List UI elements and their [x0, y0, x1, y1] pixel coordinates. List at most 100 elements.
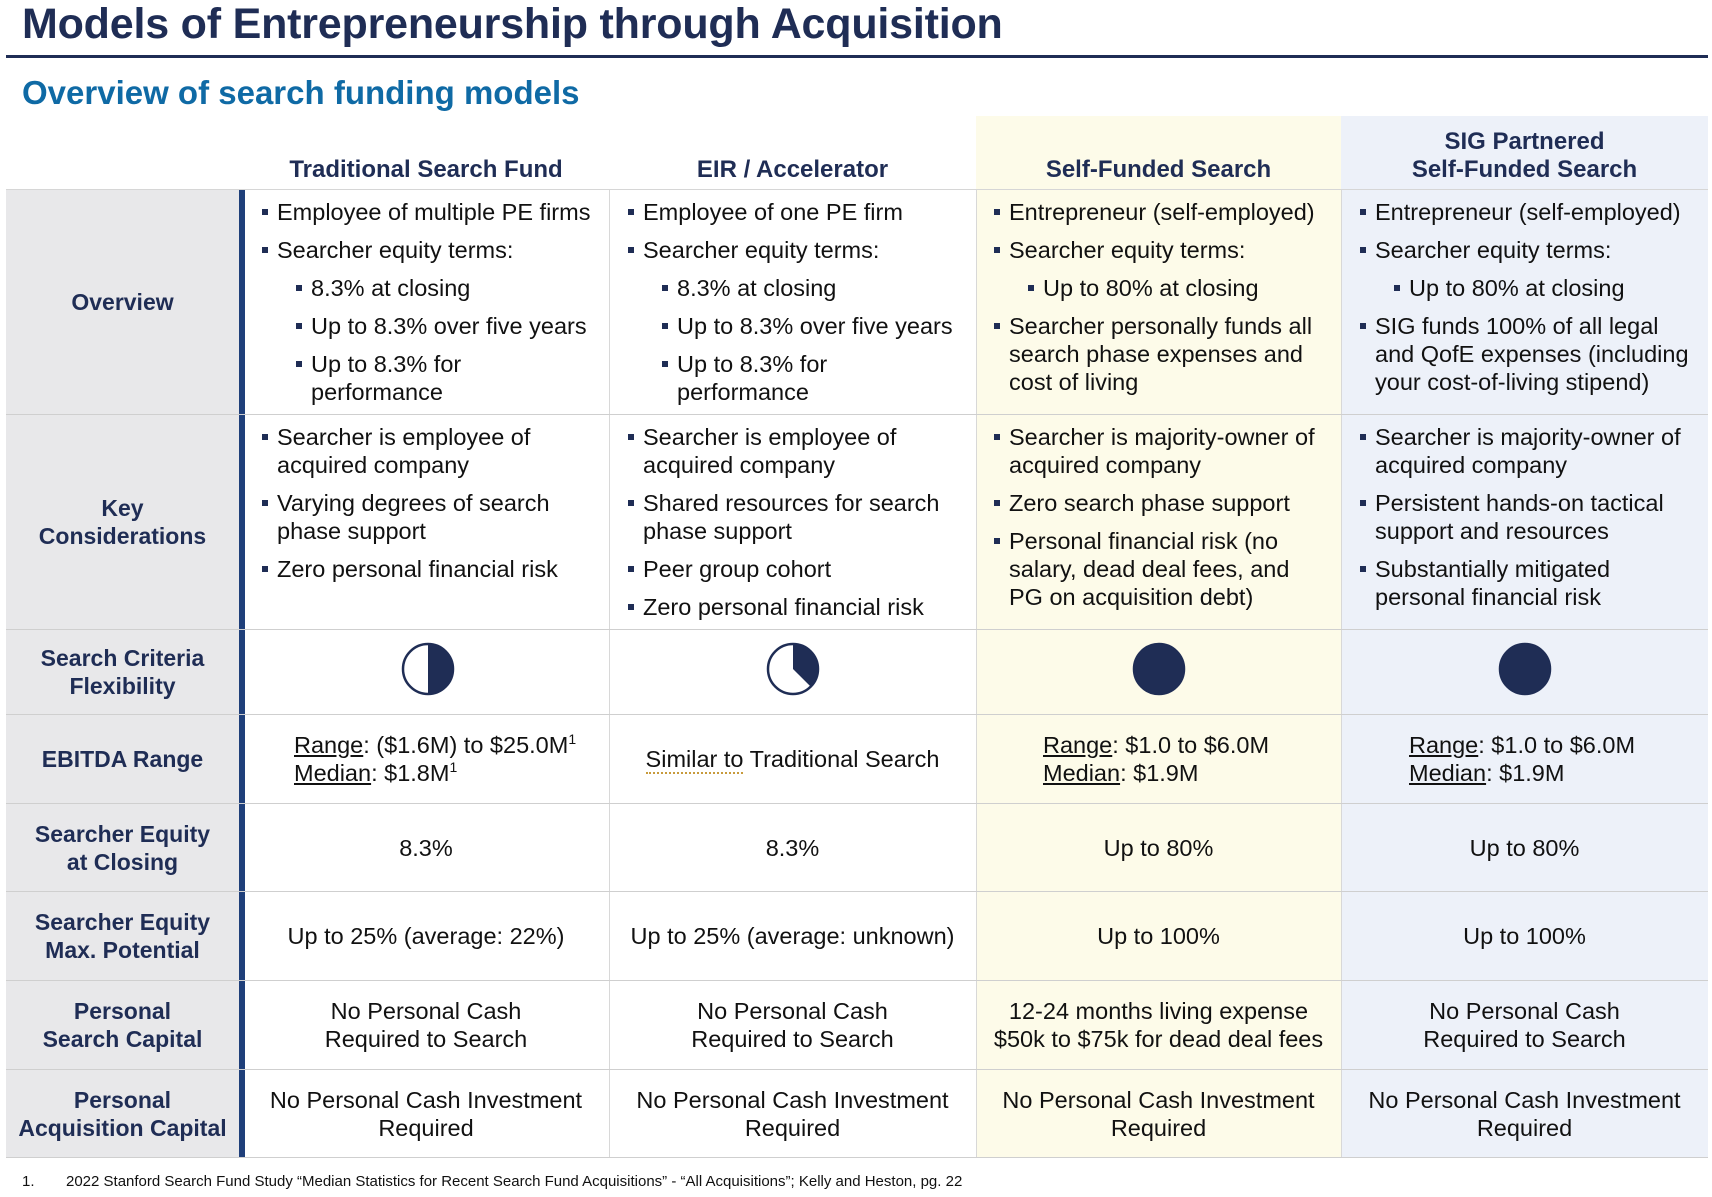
bullet-item: Entrepreneur (self-employed)	[1357, 198, 1705, 226]
acquisition-capital-cell-traditional: No Personal Cash Investment Required	[269, 1086, 583, 1141]
bullet-item: Zero search phase support	[991, 489, 1333, 517]
indicator-fill	[1500, 644, 1550, 694]
row-label-equity-max-potential: Searcher Equity Max. Potential	[34, 909, 211, 963]
ebitda-range-value: : ($1.6M) to $25.0M	[363, 732, 569, 758]
ebitda-range-value: : $1.0 to $6.0M	[1478, 732, 1636, 758]
bullet-item: Zero personal financial risk	[259, 555, 607, 583]
page-title: Models of Entrepreneurship through Acqui…	[22, 0, 1003, 48]
bullet-item: Searcher equity terms:	[259, 236, 605, 264]
acquisition-capital-cell-self-funded: No Personal Cash Investment Required	[1002, 1086, 1315, 1141]
self-funded-column-bg	[976, 116, 1341, 1158]
bullet-item: Searcher equity terms:	[1357, 236, 1705, 264]
row-divider	[6, 1069, 1708, 1070]
bullet-item: Searcher is majority-owner of acquired c…	[1357, 423, 1703, 479]
ebitda-median-value: : $1.8M	[371, 760, 450, 786]
bullet-item: Searcher equity terms:	[625, 236, 973, 264]
page-subtitle: Overview of search funding models	[22, 74, 580, 111]
equity-closing-cell-sig: Up to 80%	[1469, 834, 1580, 861]
row-label-column	[6, 190, 242, 1158]
search-capital-cell-self-funded: 12-24 months living expense $50k to $75k…	[993, 998, 1324, 1052]
overview-cell-self-funded: Entrepreneur (self-employed) Searcher eq…	[991, 198, 1337, 406]
column-header-sig: SIG Partnered Self-Funded Search	[1411, 128, 1638, 183]
bullet-item: Persistent hands-on tactical support and…	[1357, 489, 1675, 545]
ebitda-cell-self-funded: Range: $1.0 to $6.0M Median: $1.9M	[1043, 715, 1333, 803]
row-label-personal-search-capital: Personal Search Capital	[42, 998, 203, 1052]
bullet-item: Substantially mitigated personal financi…	[1357, 555, 1655, 611]
footnote-number: 1.	[22, 1173, 35, 1190]
table-bottom-rule	[6, 1157, 1708, 1158]
row-label-overview: Overview	[71, 289, 174, 315]
key-considerations-cell-self-funded: Searcher is majority-owner of acquired c…	[991, 423, 1333, 621]
column-divider	[609, 190, 610, 1158]
bullet-item: Searcher equity terms:	[991, 236, 1337, 264]
indicator-fill	[428, 644, 453, 694]
overview-cell-sig: Entrepreneur (self-employed) Searcher eq…	[1357, 198, 1705, 406]
ebitda-range-label: Range	[1043, 732, 1113, 758]
ebitda-median-value: : $1.9M	[1486, 760, 1565, 786]
bullet-item: Shared resources for search phase suppor…	[625, 489, 945, 545]
equity-max-cell-eir: Up to 25% (average: unknown)	[630, 923, 955, 949]
equity-max-cell-sig: Up to 100%	[1463, 923, 1586, 949]
ebitda-median-label: Median	[294, 760, 372, 786]
sub-bullet-item: Up to 8.3% for performance	[259, 350, 511, 406]
column-header-eir: EIR / Accelerator	[696, 156, 889, 183]
indicator-fill	[793, 644, 819, 687]
footnote-text: 2022 Stanford Search Fund Study “Median …	[66, 1173, 963, 1190]
bullet-item: Peer group cohort	[625, 555, 945, 583]
ebitda-cell-traditional: Range: ($1.6M) to $25.0M1 Median: $1.8M1	[294, 715, 604, 803]
row-label-accent-bar	[239, 190, 245, 1158]
row-divider	[6, 891, 1708, 892]
row-divider	[6, 414, 1708, 415]
bullet-item: SIG funds 100% of all legal and QofE exp…	[1357, 312, 1700, 396]
flexibility-indicator-eir	[766, 642, 820, 696]
equity-max-cell-traditional: Up to 25% (average: 22%)	[287, 923, 565, 949]
ebitda-range-label: Range	[294, 732, 364, 758]
search-capital-cell-traditional: No Personal Cash Required to Search	[324, 998, 528, 1052]
column-divider	[976, 190, 977, 1158]
bullet-item: Searcher is employee of acquired company	[259, 423, 559, 479]
ebitda-range-label: Range	[1409, 732, 1479, 758]
bullet-item: Employee of one PE firm	[625, 198, 973, 226]
row-label-personal-acquisition-capital: Personal Acquisition Capital	[18, 1086, 227, 1141]
acquisition-capital-cell-sig: No Personal Cash Investment Required	[1368, 1086, 1681, 1141]
column-header-traditional: Traditional Search Fund	[289, 156, 563, 183]
key-considerations-cell-eir: Searcher is employee of acquired company…	[625, 423, 945, 631]
indicator-fill	[1134, 644, 1184, 694]
bullet-item: Searcher is majority-owner of acquired c…	[991, 423, 1333, 479]
sub-bullet-item: Up to 8.3% over five years	[625, 312, 973, 340]
flexibility-indicator-traditional	[401, 642, 455, 696]
bullet-item: Zero personal financial risk	[625, 593, 945, 621]
flexibility-indicator-self-funded	[1132, 642, 1186, 696]
bullet-item: Varying degrees of search phase support	[259, 489, 559, 545]
ebitda-similar-rest: Traditional Search	[743, 746, 940, 772]
equity-closing-cell-traditional: 8.3%	[399, 834, 453, 861]
search-capital-cell-eir: No Personal Cash Required to Search	[691, 998, 894, 1052]
ebitda-range-value: : $1.0 to $6.0M	[1112, 732, 1270, 758]
sub-bullet-item: Up to 80% at closing	[1357, 274, 1705, 302]
row-label-search-criteria-flexibility: Search Criteria Flexibility	[40, 645, 205, 699]
ebitda-cell-sig: Range: $1.0 to $6.0M Median: $1.9M	[1409, 715, 1699, 803]
sub-bullet-item: Up to 8.3% over five years	[259, 312, 605, 340]
ebitda-similar-to: Similar to	[645, 746, 744, 774]
search-capital-cell-sig: No Personal Cash Required to Search	[1423, 998, 1626, 1052]
overview-cell-traditional: Employee of multiple PE firms Searcher e…	[259, 198, 605, 416]
title-divider	[6, 55, 1708, 58]
sub-bullet-item: 8.3% at closing	[259, 274, 605, 302]
equity-closing-cell-eir: 8.3%	[765, 834, 820, 861]
bullet-item: Employee of multiple PE firms	[259, 198, 605, 226]
footnote: 1. 2022 Stanford Search Fund Study “Media…	[22, 1173, 962, 1190]
row-label-ebitda-range: EBITDA Range	[41, 746, 204, 772]
footnote-marker: 1	[449, 759, 458, 776]
sig-column-bg	[1341, 116, 1708, 1158]
key-considerations-cell-traditional: Searcher is employee of acquired company…	[259, 423, 559, 593]
header-divider	[6, 189, 1708, 190]
bullet-item: Personal financial risk (no salary, dead…	[991, 527, 1309, 611]
flexibility-indicator-sig	[1498, 642, 1552, 696]
bullet-item: Searcher is employee of acquired company	[625, 423, 943, 479]
overview-cell-eir: Employee of one PE firm Searcher equity …	[625, 198, 973, 416]
row-divider	[6, 629, 1708, 630]
key-considerations-cell-sig: Searcher is majority-owner of acquired c…	[1357, 423, 1703, 621]
ebitda-median-value: : $1.9M	[1120, 760, 1199, 786]
column-divider	[1341, 190, 1342, 1158]
equity-closing-cell-self-funded: Up to 80%	[1103, 834, 1214, 861]
